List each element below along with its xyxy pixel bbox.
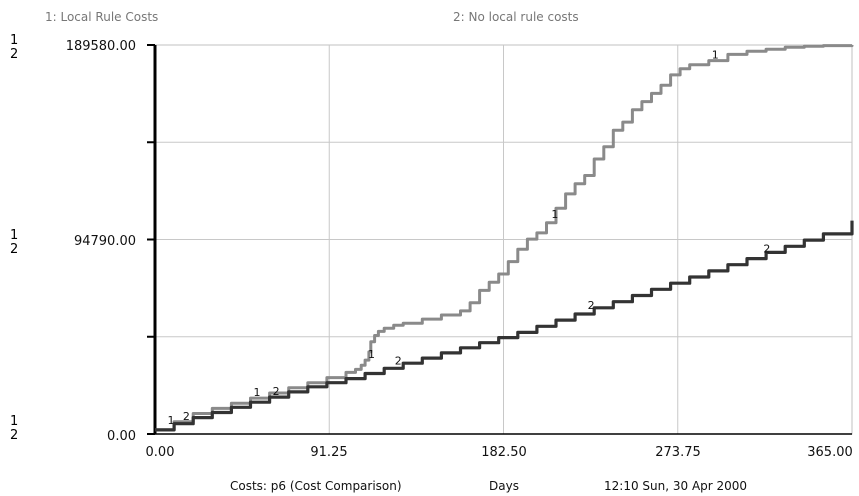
- scale-marker-1: 1: [10, 414, 18, 429]
- series-line-2: [155, 220, 854, 432]
- series-1-marker-label: 1: [712, 49, 719, 62]
- y-tick-label: 0.00: [107, 429, 136, 444]
- footer-timestamp: 12:10 Sun, 30 Apr 2000: [604, 479, 747, 493]
- x-tick-label: 91.25: [310, 445, 347, 460]
- scale-marker-2: 2: [10, 242, 18, 257]
- series-2-marker-label: 2: [588, 299, 595, 312]
- scale-marker-1: 1: [10, 33, 18, 48]
- series-line-1: [155, 44, 854, 432]
- series-2-marker-label: 2: [763, 242, 770, 255]
- x-tick-label: 365.00: [807, 445, 853, 460]
- x-tick-label: 182.50: [481, 445, 527, 460]
- scale-marker-2: 2: [10, 47, 18, 62]
- scale-marker-2: 2: [10, 428, 18, 443]
- footer-x-unit: Days: [489, 479, 519, 493]
- y-tick-label: 94790.00: [74, 234, 136, 249]
- x-tick-label: 273.75: [655, 445, 701, 460]
- legend-series-2: 2: No local rule costs: [453, 10, 579, 24]
- series-2-marker-label: 2: [183, 410, 190, 423]
- series-1-marker-label: 1: [168, 414, 175, 427]
- scale-marker-1: 1: [10, 228, 18, 243]
- footer-graph-label: Costs: p6 (Cost Comparison): [230, 479, 402, 493]
- series-1-marker-label: 1: [253, 386, 260, 399]
- series-2-marker-label: 2: [395, 354, 402, 367]
- axis-ticks: [147, 44, 155, 435]
- x-tick-label: 0.00: [146, 445, 175, 460]
- series-2-marker-label: 2: [273, 385, 280, 398]
- series-1-marker-label: 1: [551, 208, 558, 221]
- y-tick-label: 189580.00: [66, 39, 136, 54]
- y-scale-marker-bottom: 1 2: [10, 414, 18, 443]
- y-scale-marker-top: 1 2: [10, 33, 18, 62]
- y-scale-marker-mid: 1 2: [10, 228, 18, 257]
- series-1-marker-label: 1: [368, 348, 375, 361]
- legend-series-1: 1: Local Rule Costs: [45, 10, 158, 24]
